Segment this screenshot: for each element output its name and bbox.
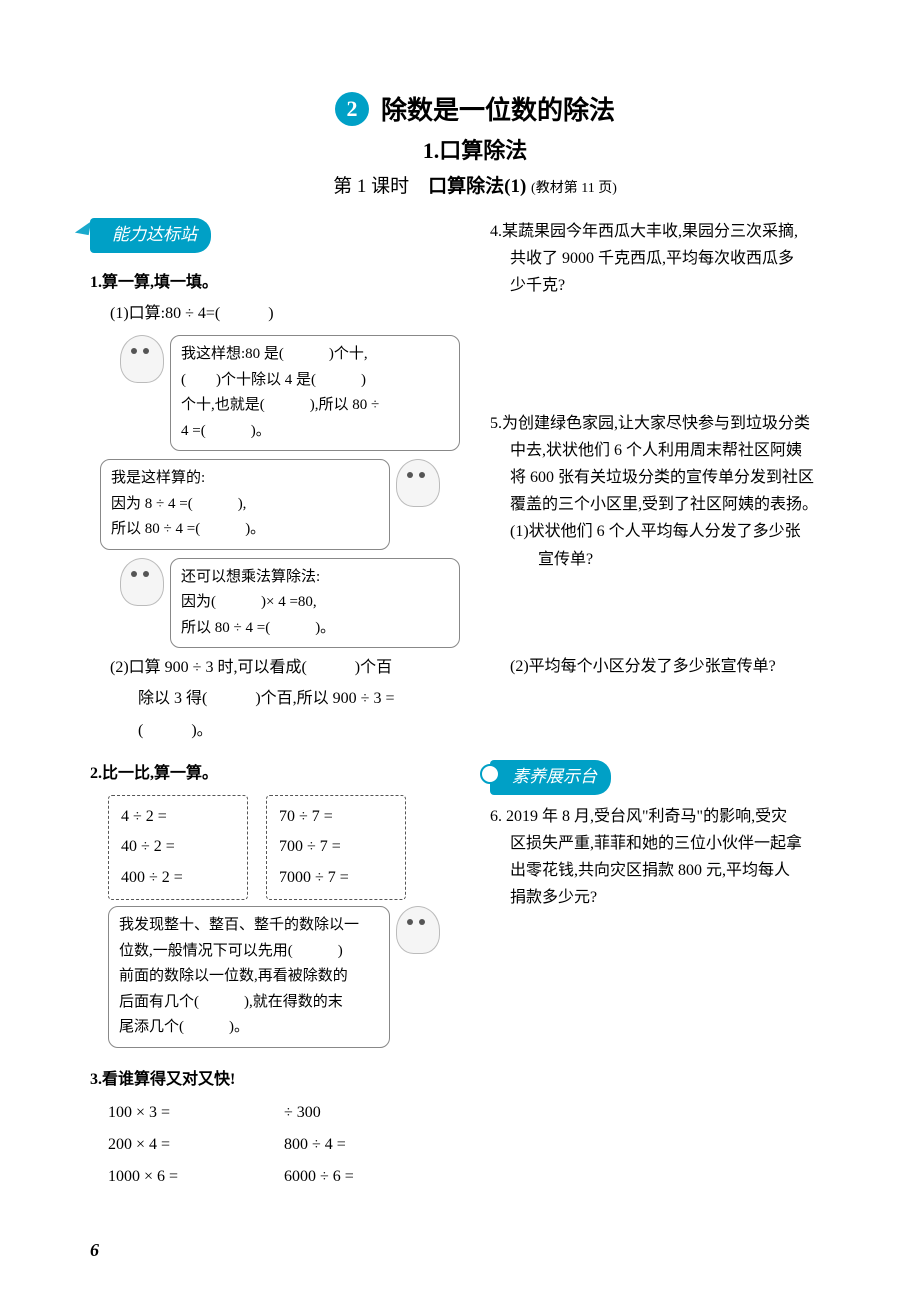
lesson-line: 第 1 课时 口算除法(1) (教材第 11 页) — [90, 171, 860, 198]
chapter-number-badge: 2 — [335, 92, 369, 126]
lesson-ref: (教材第 11 页) — [531, 181, 617, 196]
chapter-title: 除数是一位数的除法 — [381, 96, 615, 125]
q2-boxes: 4 ÷ 2 = 40 ÷ 2 = 400 ÷ 2 = 70 ÷ 7 = 700 … — [108, 795, 460, 900]
text-line: 后面有几个( ),就在得数的末 — [119, 990, 379, 1016]
calc-line: 6000 ÷ 6 = — [284, 1161, 460, 1193]
text-line: ( )个十除以 4 是( ) — [181, 368, 449, 394]
q3-grid: 100 × 3 = 200 × 4 = 1000 × 6 = ÷ 300 800… — [108, 1097, 460, 1193]
calc-line: ÷ 300 — [284, 1097, 460, 1129]
showcase-badge: 素养展示台 — [490, 760, 611, 795]
q1-p1: (1)口算:80 ÷ 4=( ) — [110, 300, 460, 327]
q3-left: 100 × 3 = 200 × 4 = 1000 × 6 = — [108, 1097, 284, 1193]
calc-line: 7000 ÷ 7 = — [279, 863, 393, 893]
q1-bubble2-row: 我是这样算的: 因为 8 ÷ 4 =( ), 所以 80 ÷ 4 =( )。 — [100, 459, 440, 550]
avatar-icon — [120, 558, 164, 606]
calc-line: 70 ÷ 7 = — [279, 802, 393, 832]
q6-l2: 区损失严重,菲菲和她的三位小伙伴一起拿 — [510, 830, 860, 857]
lesson-prefix: 第 1 课时 — [333, 176, 409, 197]
q1-p2-l1: (2)口算 900 ÷ 3 时,可以看成( )个百 — [110, 654, 460, 681]
text-line: 个十,也就是( ),所以 80 ÷ — [181, 393, 449, 419]
text-line: 所以 80 ÷ 4 =( )。 — [181, 616, 449, 642]
q6-l3: 出零花钱,共向灾区捐款 800 元,平均每人 — [510, 857, 860, 884]
page-number: 6 — [90, 1240, 99, 1261]
q5-l1: 5.为创建绿色家园,让大家尽快参与到垃圾分类 — [490, 410, 860, 437]
text-line: 我是这样算的: — [111, 466, 379, 492]
ability-badge: 能力达标站 — [90, 218, 211, 253]
text-line: 我发现整十、整百、整千的数除以一 — [119, 913, 379, 939]
lesson-title: 口算除法(1) — [428, 176, 526, 197]
q3-right: ÷ 300 800 ÷ 4 = 6000 ÷ 6 = — [284, 1097, 460, 1193]
q1-p2-l2: 除以 3 得( )个百,所以 900 ÷ 3 = — [138, 685, 460, 712]
q1-head: 1.算一算,填一填。 — [90, 269, 460, 296]
calc-line: 40 ÷ 2 = — [121, 832, 235, 862]
q1-bubble2: 我是这样算的: 因为 8 ÷ 4 =( ), 所以 80 ÷ 4 =( )。 — [100, 459, 390, 550]
q2-bubble-row: 我发现整十、整百、整千的数除以一 位数,一般情况下可以先用( ) 前面的数除以一… — [108, 906, 440, 1048]
avatar-icon — [396, 459, 440, 507]
q5-p2: (2)平均每个小区分发了多少张宣传单? — [510, 653, 860, 680]
calc-line: 800 ÷ 4 = — [284, 1129, 460, 1161]
q2-box-a: 4 ÷ 2 = 40 ÷ 2 = 400 ÷ 2 = — [108, 795, 248, 900]
q2-head: 2.比一比,算一算。 — [90, 760, 460, 787]
avatar-icon — [396, 906, 440, 954]
q1-bubble3: 还可以想乘法算除法: 因为( )× 4 =80, 所以 80 ÷ 4 =( )。 — [170, 558, 460, 649]
q5-l4: 覆盖的三个小区里,受到了社区阿姨的表扬。 — [510, 491, 860, 518]
text-line: 尾添几个( )。 — [119, 1015, 379, 1041]
q4-l1: 4.某蔬果园今年西瓜大丰收,果园分三次采摘, — [490, 218, 860, 245]
calc-line: 200 × 4 = — [108, 1129, 284, 1161]
text-line: 因为( )× 4 =80, — [181, 590, 449, 616]
text-line: 还可以想乘法算除法: — [181, 565, 449, 591]
calc-line: 700 ÷ 7 = — [279, 832, 393, 862]
q3-head: 3.看谁算得又对又快! — [90, 1066, 460, 1093]
calc-line: 4 ÷ 2 = — [121, 802, 235, 832]
section-title: 1.口算除法 — [90, 133, 860, 165]
q1-bubble1: 我这样想:80 是( )个十, ( )个十除以 4 是( ) 个十,也就是( )… — [170, 335, 460, 451]
q5-p1-l1: (1)状状他们 6 个人平均每人分发了多少张 — [510, 518, 860, 545]
page-header: 2 除数是一位数的除法 1.口算除法 第 1 课时 口算除法(1) (教材第 1… — [90, 90, 860, 198]
q2-bubble: 我发现整十、整百、整千的数除以一 位数,一般情况下可以先用( ) 前面的数除以一… — [108, 906, 390, 1048]
q1-bubble3-row: 还可以想乘法算除法: 因为( )× 4 =80, 所以 80 ÷ 4 =( )。 — [120, 558, 460, 649]
q4-l2: 共收了 9000 千克西瓜,平均每次收西瓜多 — [510, 245, 860, 272]
content-columns: 能力达标站 1.算一算,填一填。 (1)口算:80 ÷ 4=( ) 我这样想:8… — [90, 218, 860, 1193]
calc-line: 400 ÷ 2 = — [121, 863, 235, 893]
text-line: 我这样想:80 是( )个十, — [181, 342, 449, 368]
q5-l2: 中去,状状他们 6 个人利用周末帮社区阿姨 — [510, 437, 860, 464]
avatar-icon — [120, 335, 164, 383]
right-column: 4.某蔬果园今年西瓜大丰收,果园分三次采摘, 共收了 9000 千克西瓜,平均每… — [490, 218, 860, 1193]
text-line: 所以 80 ÷ 4 =( )。 — [111, 517, 379, 543]
text-line: 前面的数除以一位数,再看被除数的 — [119, 964, 379, 990]
q1-bubble1-row: 我这样想:80 是( )个十, ( )个十除以 4 是( ) 个十,也就是( )… — [120, 335, 460, 451]
q6-l4: 捐款多少元? — [510, 884, 860, 911]
q2-box-b: 70 ÷ 7 = 700 ÷ 7 = 7000 ÷ 7 = — [266, 795, 406, 900]
text-line: 因为 8 ÷ 4 =( ), — [111, 492, 379, 518]
q4-l3: 少千克? — [510, 272, 860, 299]
text-line: 位数,一般情况下可以先用( ) — [119, 939, 379, 965]
calc-line: 1000 × 6 = — [108, 1161, 284, 1193]
q5-l3: 将 600 张有关垃圾分类的宣传单分发到社区 — [510, 464, 860, 491]
q6-l1: 6. 2019 年 8 月,受台风"利奇马"的影响,受灾 — [490, 803, 860, 830]
left-column: 能力达标站 1.算一算,填一填。 (1)口算:80 ÷ 4=( ) 我这样想:8… — [90, 218, 460, 1193]
text-line: 4 =( )。 — [181, 419, 449, 445]
calc-line: 100 × 3 = — [108, 1097, 284, 1129]
q5-p1-l2: 宣传单? — [538, 546, 860, 573]
q1-p2-l3: ( )。 — [138, 717, 460, 744]
